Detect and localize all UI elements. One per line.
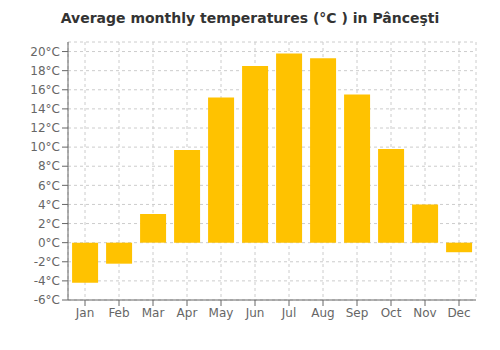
html-text:Average monthly temperatures (: Average monthly temperatures (°C ) in Pâ… <box>60 10 440 26</box>
svg-text:8°C: 8°C <box>38 159 60 173</box>
svg-text:Apr: Apr <box>177 306 198 320</box>
svg-text:Oct: Oct <box>381 306 402 320</box>
svg-text:Nov: Nov <box>413 306 436 320</box>
svg-text:18°C: 18°C <box>30 64 60 78</box>
svg-text:6°C: 6°C <box>38 179 60 193</box>
svg-text:May: May <box>209 306 234 320</box>
svg-text:-6°C: -6°C <box>34 293 60 307</box>
svg-text:20°C: 20°C <box>30 45 60 59</box>
svg-text:16°C: 16°C <box>30 83 60 97</box>
svg-text:Jun: Jun <box>245 306 265 320</box>
svg-text:14°C: 14°C <box>30 102 60 116</box>
svg-text:-4°C: -4°C <box>34 274 60 288</box>
svg-text:Jul: Jul <box>281 306 296 320</box>
svg-text:4°C: 4°C <box>38 198 60 212</box>
svg-text:-2°C: -2°C <box>34 255 60 269</box>
svg-text:2°C: 2°C <box>38 217 60 231</box>
svg-text:Dec: Dec <box>447 306 470 320</box>
svg-text:Feb: Feb <box>108 306 129 320</box>
svg-text:0°C: 0°C <box>38 236 60 250</box>
svg-text:Sep: Sep <box>346 306 369 320</box>
svg-text:12°C: 12°C <box>30 121 60 135</box>
svg-text:Jan: Jan <box>75 306 95 320</box>
svg-text:Aug: Aug <box>311 306 334 320</box>
svg-text:10°C: 10°C <box>30 140 60 154</box>
svg-text:Mar: Mar <box>142 306 165 320</box>
